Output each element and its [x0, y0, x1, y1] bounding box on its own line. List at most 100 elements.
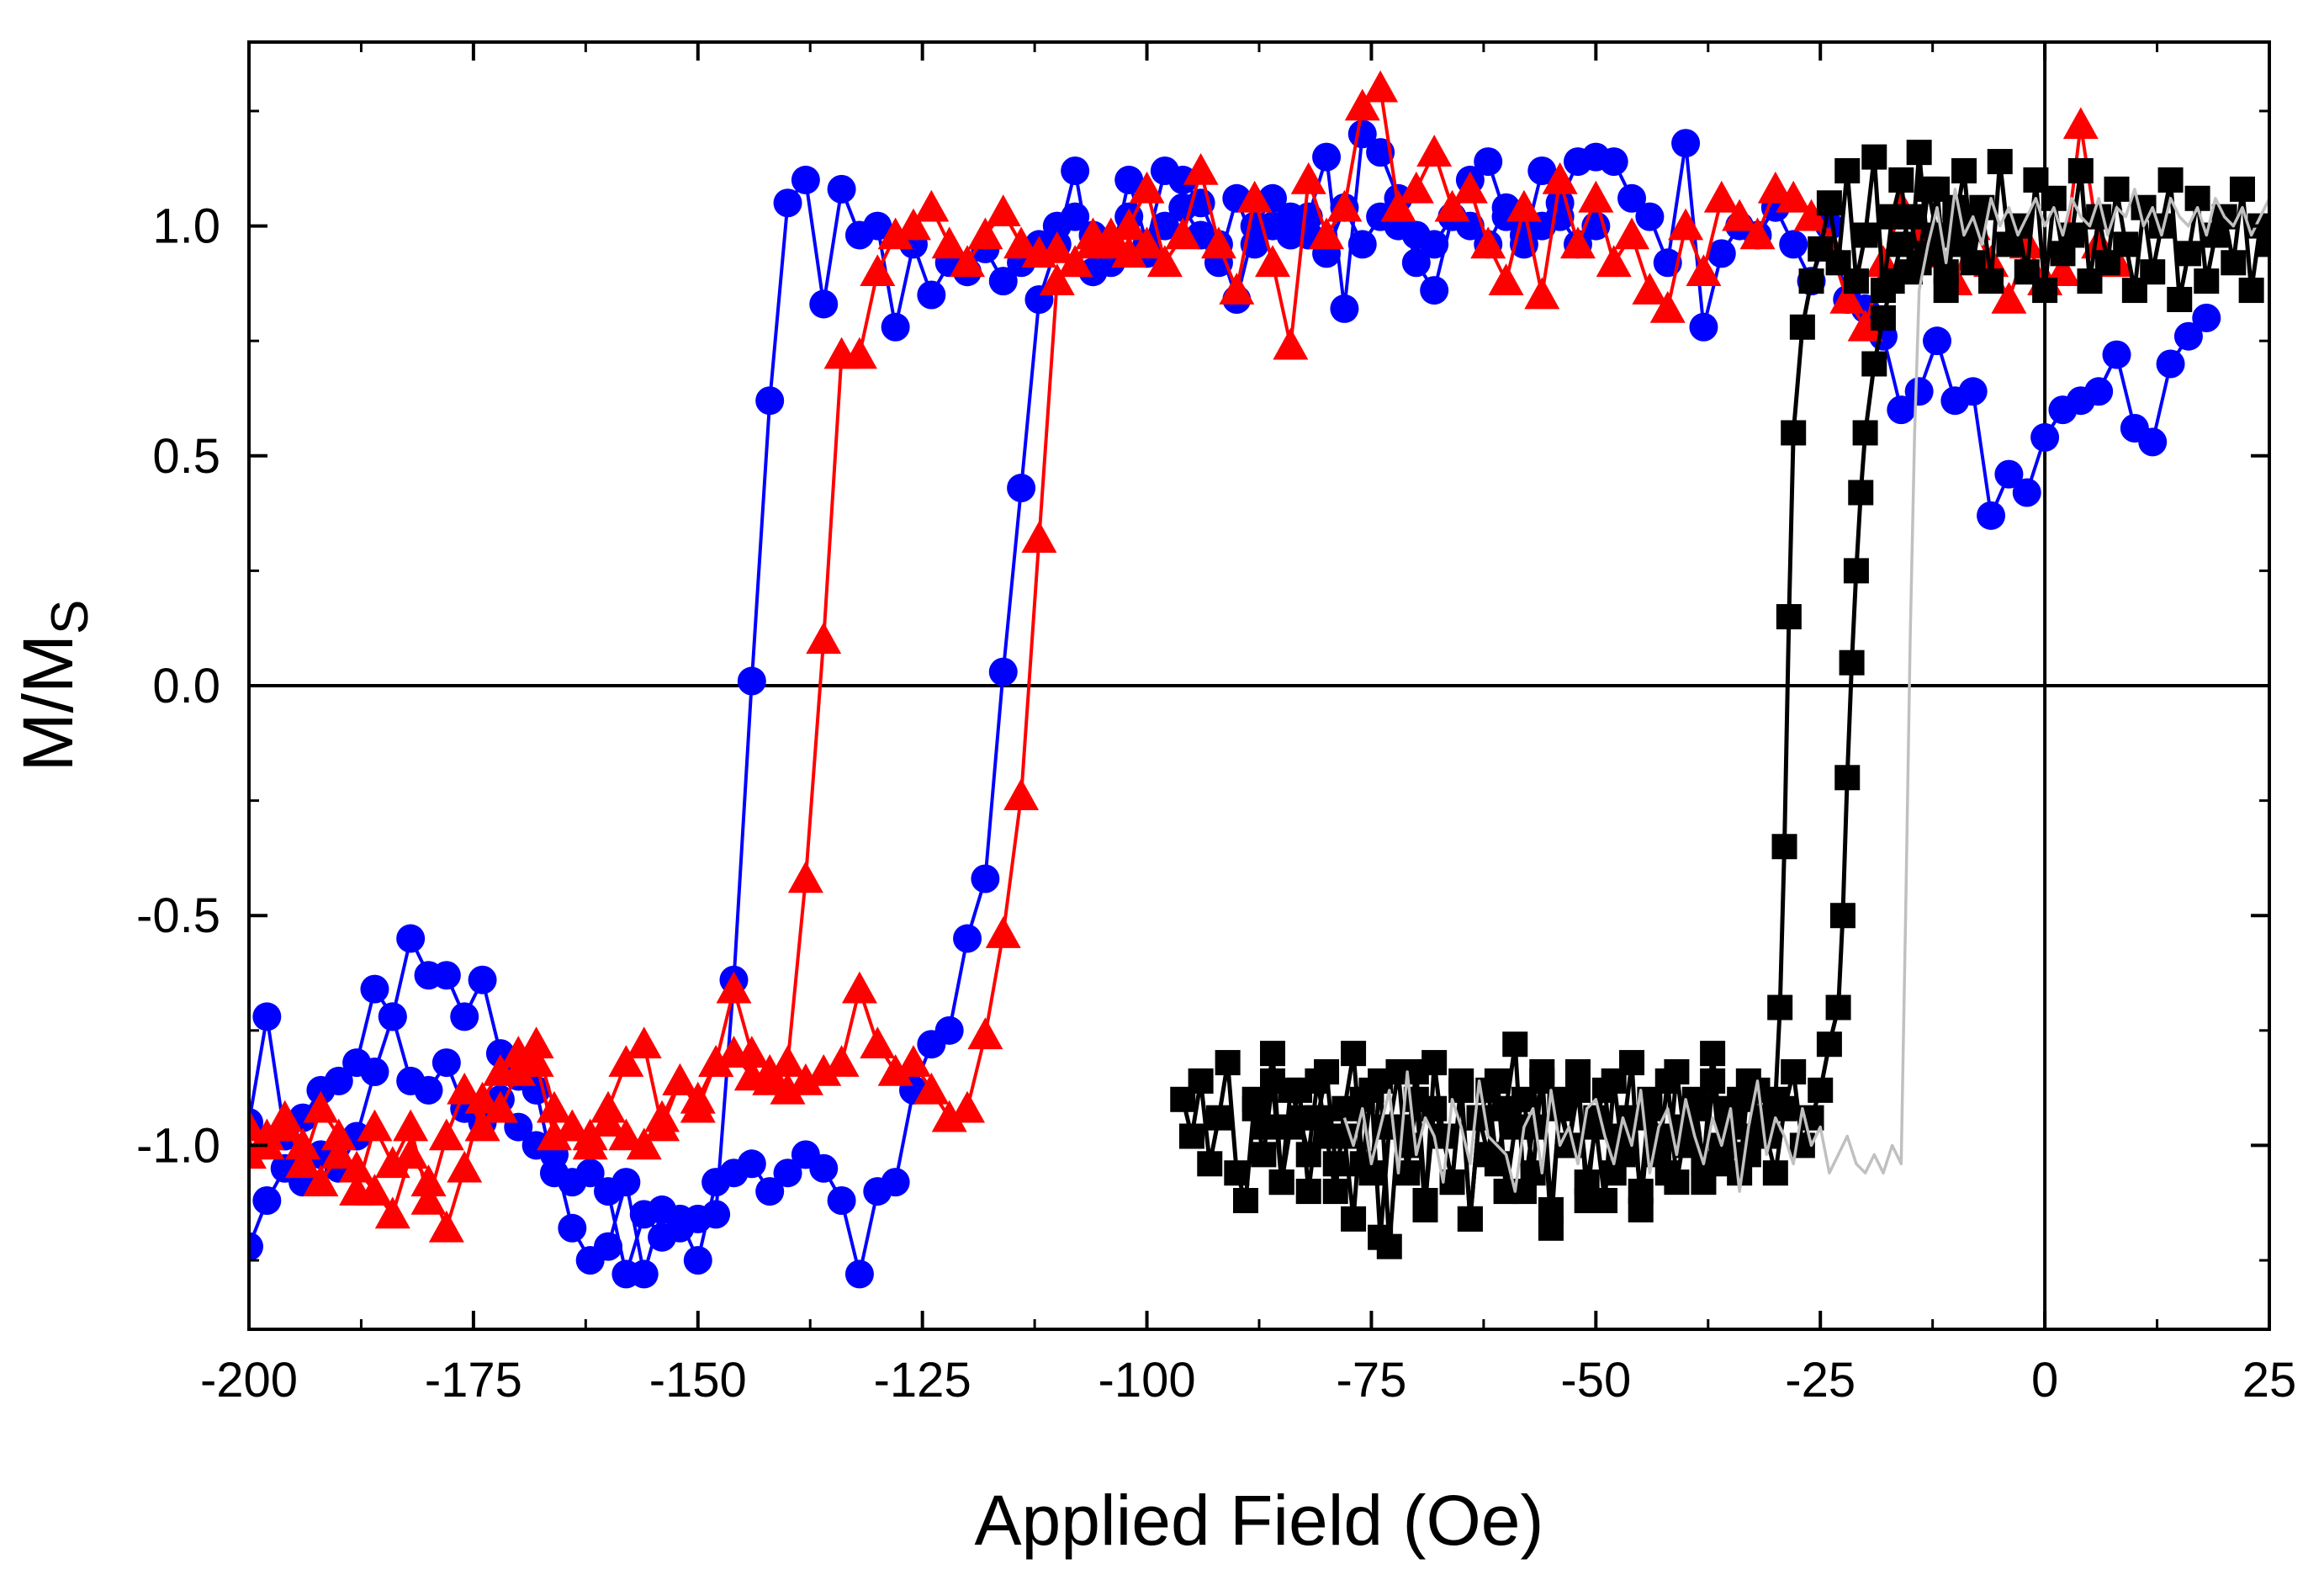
black-squares-point — [1205, 1105, 1231, 1131]
red-triangles-point — [1559, 226, 1596, 259]
red-triangles-point — [320, 1118, 357, 1151]
blue-circles-point — [1994, 459, 2024, 489]
red-triangles-point — [1632, 273, 1668, 305]
black-squares-point — [1789, 314, 1815, 340]
red-triangles-point — [1578, 180, 1614, 213]
blue-circles-point — [971, 864, 1000, 893]
black-squares-point — [1870, 305, 1896, 331]
red-triangles-point — [626, 1026, 662, 1059]
blue-circles-point — [755, 386, 785, 416]
red-triangles-point — [1506, 189, 1542, 222]
red-triangles-point — [536, 1090, 572, 1123]
x-tick-label: -125 — [874, 1353, 971, 1408]
red-triangles-point — [303, 1090, 339, 1123]
blue-circles-point — [863, 211, 892, 241]
red-triangles-point — [285, 1127, 321, 1160]
red-triangles-point — [1183, 153, 1219, 185]
black-squares-point — [1808, 1077, 1834, 1103]
red-triangles-point — [249, 1118, 285, 1151]
red-triangles-point — [1003, 226, 1040, 259]
red-triangles-point — [1003, 778, 1040, 810]
red-triangles-point — [877, 217, 913, 250]
x-tick-label: -175 — [425, 1353, 522, 1408]
blue-circles-point — [1114, 165, 1144, 194]
red-triangles-point — [2062, 107, 2099, 140]
black-squares-point — [2167, 287, 2193, 312]
black-squares-point — [2229, 176, 2255, 202]
red-triangles-point — [1146, 245, 1183, 278]
red-triangles-point — [913, 189, 950, 222]
blue-circles-point — [1474, 147, 1503, 177]
black-squares-point — [1322, 1151, 1348, 1177]
red-triangles-point — [1111, 236, 1147, 268]
red-triangles-series — [249, 70, 2135, 1243]
red-triangles-point — [1075, 226, 1111, 259]
black-squares-point — [2194, 268, 2220, 294]
red-triangles-point — [1524, 277, 1560, 310]
red-triangles-point — [1326, 189, 1363, 222]
black-squares-point — [2175, 241, 2201, 267]
x-tick-label: -100 — [1098, 1353, 1196, 1408]
red-triangles-point — [410, 1164, 447, 1196]
red-triangles-point — [1847, 309, 1883, 342]
red-triangles-point — [1542, 162, 1578, 194]
red-triangles-point — [967, 1017, 1003, 1050]
red-triangles-point — [1200, 226, 1236, 259]
red-triangles-point — [1039, 231, 1075, 263]
red-triangles-point — [698, 1045, 734, 1077]
y-tick-label: -1.0 — [136, 1118, 220, 1173]
red-triangles-point — [1273, 327, 1309, 360]
blue-circles-point — [737, 1149, 766, 1179]
black-squares-point — [1278, 1114, 1304, 1140]
red-triangles-point — [644, 1109, 680, 1142]
gray-line-line-0 — [1342, 188, 2269, 1193]
red-triangles-point — [1739, 217, 1776, 250]
blue-circles-point — [468, 965, 497, 994]
black-squares-point — [1906, 250, 1932, 276]
black-squares-point — [1376, 1233, 1402, 1259]
blue-circles-point — [1007, 474, 1036, 503]
black-squares-point — [1305, 1105, 1331, 1131]
black-squares-point — [1268, 1169, 1294, 1196]
blue-circles-point — [683, 1246, 712, 1275]
y-tick-label: 0.0 — [152, 659, 220, 713]
blue-circles-point — [1599, 147, 1628, 177]
blue-circles-point — [396, 924, 426, 953]
black-squares-point — [1762, 1160, 1788, 1186]
red-triangles-point — [823, 1045, 860, 1077]
red-triangles-point — [1452, 171, 1488, 204]
red-triangles-point — [895, 208, 931, 241]
red-triangles-point — [770, 1045, 806, 1077]
blue-circles-point — [827, 174, 856, 204]
red-triangles-point — [985, 194, 1021, 226]
red-triangles-point — [1129, 226, 1165, 259]
red-triangles-point — [1757, 171, 1793, 204]
blue-circles-point — [665, 1204, 695, 1233]
blue-circles-point — [1617, 183, 1647, 213]
red-triangles-point — [662, 1063, 698, 1095]
blue-circles-point — [431, 961, 461, 990]
red-triangles-point — [1039, 263, 1075, 295]
red-triangles-point — [590, 1090, 627, 1123]
black-squares-point — [1538, 1196, 1564, 1222]
black-squares-point — [1529, 1059, 1555, 1084]
black-squares-point — [1197, 1151, 1223, 1177]
black-squares-point — [1843, 268, 1869, 294]
red-triangles-point — [806, 1054, 842, 1086]
blue-circles-point — [2102, 340, 2131, 369]
red-triangles-point — [249, 1109, 267, 1142]
black-squares-point — [1951, 158, 1977, 183]
blue-circles-point — [1061, 156, 1090, 185]
blue-circles-point — [2012, 478, 2041, 507]
blue-circles-point — [324, 1066, 353, 1095]
black-squares-point — [1816, 190, 1842, 216]
black-squares-point — [1852, 222, 1878, 248]
red-triangles-point — [950, 245, 986, 278]
black-squares-point — [1295, 1179, 1321, 1205]
x-tick-label: -75 — [1337, 1353, 1407, 1408]
y-axis-title: M/MS — [8, 600, 99, 772]
blue-circles-point — [791, 165, 820, 194]
black-squares-point — [1843, 558, 1869, 584]
blue-circles-point — [648, 1222, 677, 1252]
black-squares-point — [1834, 158, 1861, 183]
